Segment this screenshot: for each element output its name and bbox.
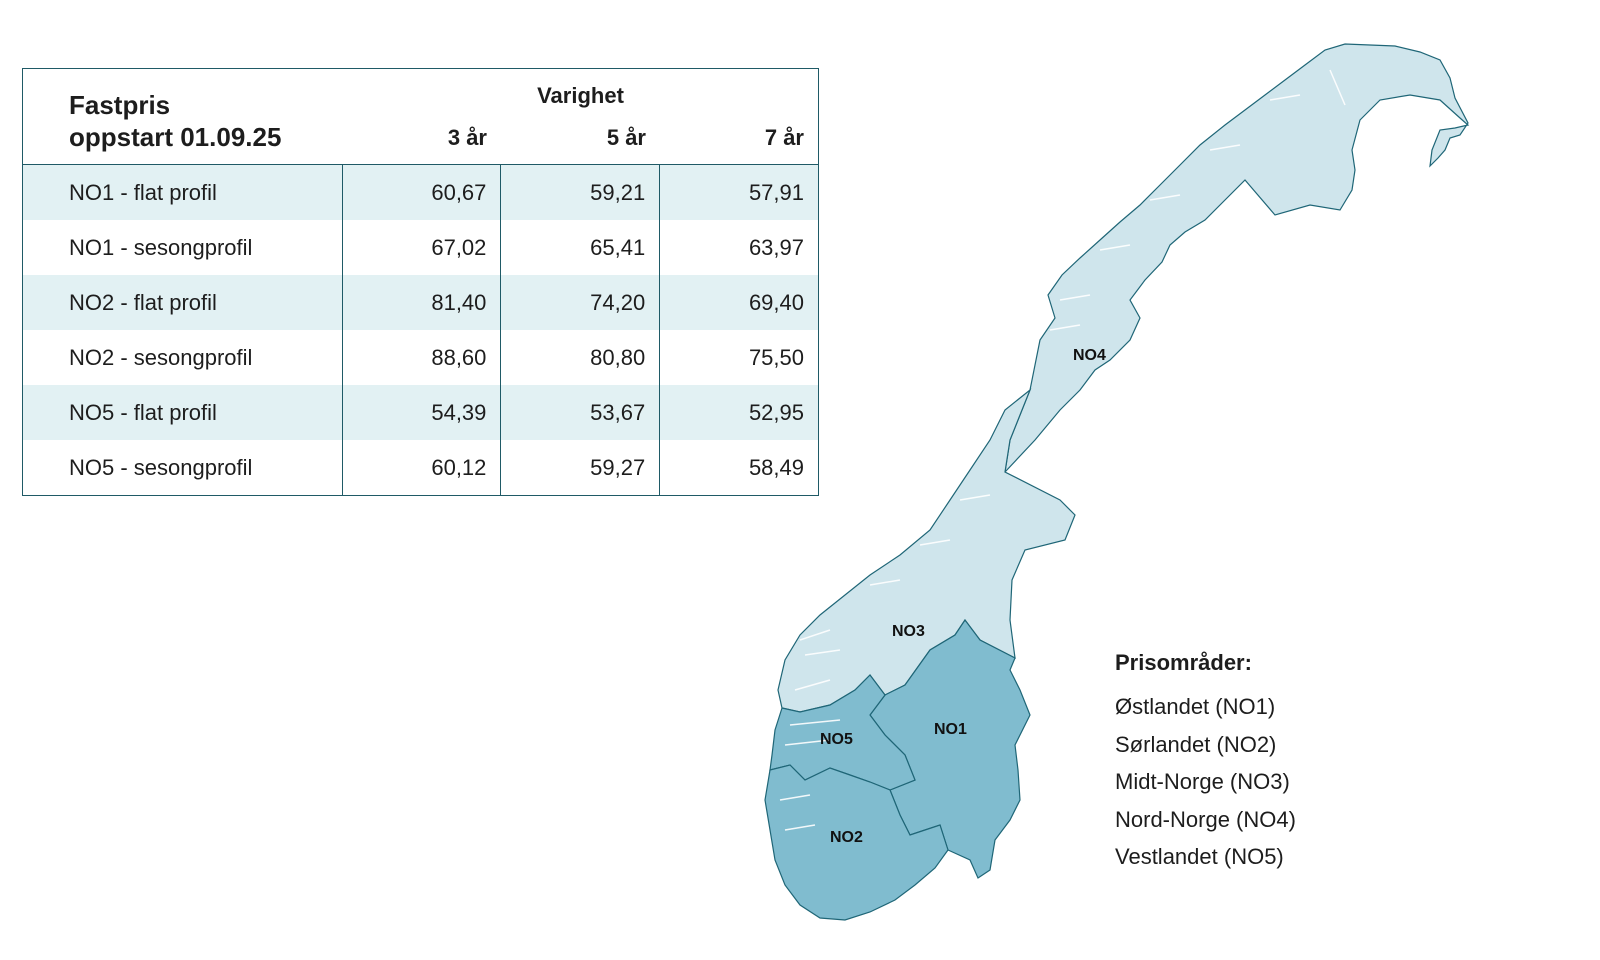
duration-group-header: Varighet: [537, 83, 624, 108]
region-no4-shape: [1004, 43, 1470, 474]
price-cell: 81,40: [343, 275, 502, 330]
price-area-legend: Prisområder: Østlandet (NO1) Sørlandet (…: [1115, 650, 1296, 876]
legend-item-no1: Østlandet (NO1): [1115, 694, 1276, 719]
price-cell: 80,80: [501, 330, 661, 385]
table-title-line2: oppstart 01.09.25: [69, 122, 282, 152]
legend-item-no4: Nord-Norge (NO4): [1115, 806, 1296, 832]
region-label-no2: NO2: [830, 829, 863, 846]
region-no2-shape: [764, 764, 949, 921]
table-row: NO1 - sesongprofil 67,02 65,41 63,97: [23, 220, 818, 275]
price-cell: 57,91: [748, 179, 804, 205]
price-cell: 54,39: [343, 385, 502, 440]
price-cell: 52,95: [748, 399, 804, 425]
price-cell: 88,60: [343, 330, 502, 385]
table-row: NO2 - sesongprofil 88,60 80,80 75,50: [23, 330, 818, 385]
row-label: NO1 - flat profil: [23, 165, 343, 220]
region-label-no4: NO4: [1073, 347, 1106, 364]
region-label-no1: NO1: [934, 721, 967, 738]
price-cell: 59,21: [501, 165, 661, 220]
price-cell: 59,27: [501, 440, 661, 495]
price-cell: 67,02: [343, 220, 502, 275]
price-cell: 75,50: [748, 344, 804, 370]
column-header-5-years: 5 år: [606, 125, 646, 150]
row-label: NO2 - flat profil: [23, 275, 343, 330]
region-label-no5: NO5: [820, 731, 853, 748]
table-row: NO1 - flat profil 60,67 59,21 57,91: [23, 165, 818, 220]
fixed-price-table: Fastpris oppstart 01.09.25 Varighet 3 år…: [22, 68, 819, 496]
legend-item-no5: Vestlandet (NO5): [1115, 844, 1284, 869]
table-header: Fastpris oppstart 01.09.25 Varighet 3 år…: [23, 69, 818, 165]
price-cell: 74,20: [501, 275, 661, 330]
price-cell: 65,41: [501, 220, 661, 275]
table-title-line1: Fastpris: [69, 90, 171, 120]
table-row: NO5 - sesongprofil 60,12 59,27 58,49: [23, 440, 818, 495]
coastline-detail: [779, 69, 1346, 831]
table-title: Fastpris oppstart 01.09.25: [69, 89, 281, 153]
row-label: NO1 - sesongprofil: [23, 220, 343, 275]
price-cell: 60,67: [343, 165, 502, 220]
row-label: NO5 - flat profil: [23, 385, 343, 440]
row-label: NO5 - sesongprofil: [23, 440, 343, 495]
legend-title: Prisområder:: [1115, 650, 1252, 675]
price-cell: 60,12: [343, 440, 502, 495]
row-label: NO2 - sesongprofil: [23, 330, 343, 385]
table-row: NO2 - flat profil 81,40 74,20 69,40: [23, 275, 818, 330]
table-row: NO5 - flat profil 54,39 53,67 52,95: [23, 385, 818, 440]
column-header-3-years: 3 år: [447, 125, 487, 150]
region-label-no3: NO3: [892, 623, 925, 640]
price-cell: 69,40: [748, 289, 804, 315]
table-body: NO1 - flat profil 60,67 59,21 57,91 NO1 …: [23, 165, 818, 495]
price-cell: 58,49: [748, 454, 804, 480]
price-cell: 63,97: [748, 234, 804, 260]
legend-item-no2: Sørlandet (NO2): [1115, 731, 1277, 757]
price-cell: 53,67: [501, 385, 661, 440]
legend-item-no3: Midt-Norge (NO3): [1115, 769, 1290, 794]
column-header-7-years: 7 år: [764, 125, 804, 150]
